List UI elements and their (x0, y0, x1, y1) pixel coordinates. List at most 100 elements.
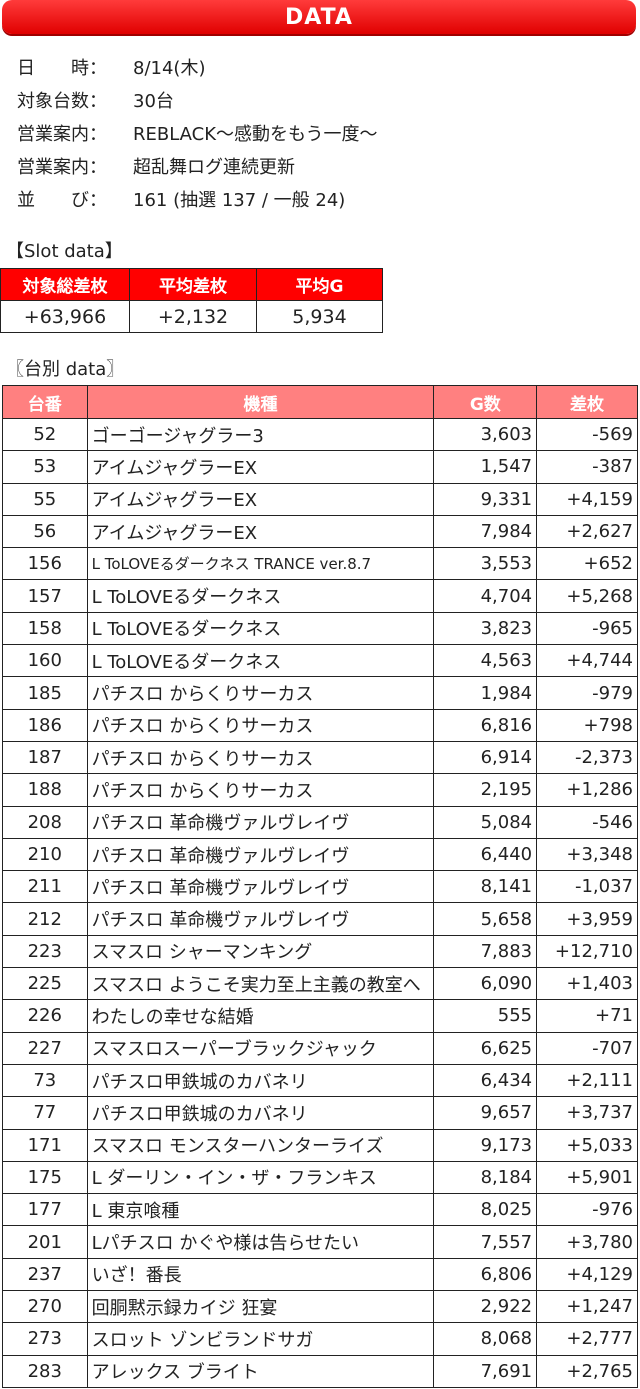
page-title: DATA (285, 4, 353, 30)
games-cell: 3,553 (433, 547, 538, 581)
model-cell: アイムジャグラーEX (86, 482, 435, 516)
model-cell: パチスロ からくりサーカス (86, 740, 435, 775)
diff-cell: +2,777 (536, 1322, 638, 1356)
diff-cell: -1,037 (536, 870, 638, 904)
table-row: 223 スマスロ シャーマンキング 7,883 +12,710 (2, 934, 638, 969)
diff-cell: -979 (536, 676, 638, 710)
info-label: 対象台数： (17, 90, 107, 112)
model-cell: パチスロ甲鉄城のカバネリ (86, 1096, 435, 1130)
diff-cell: -569 (536, 417, 638, 452)
machine-number-cell: 283 (2, 1354, 88, 1388)
table-row: 212 パチスロ 革命機ヴァルヴレイヴ 5,658 +3,959 (2, 902, 638, 936)
avg-games-value: 5,934 (256, 300, 383, 333)
diff-cell: +71 (536, 999, 638, 1033)
model-cell: 回胴黙示録カイジ 狂宴 (86, 1290, 435, 1324)
model-cell: スマスロ モンスターハンターライズ (86, 1128, 435, 1162)
info-label: 並 び： (17, 189, 107, 211)
machine-number-cell: 157 (2, 579, 88, 613)
games-cell: 9,173 (433, 1128, 538, 1162)
machine-number-cell: 53 (2, 450, 88, 484)
table-row: 211 パチスロ 革命機ヴァルヴレイヴ 8,141 -1,037 (2, 870, 638, 904)
page-title-banner: DATA (2, 0, 636, 34)
info-label: 営業案内： (17, 156, 107, 178)
diff-cell: +3,959 (536, 902, 638, 936)
diff-cell: +2,765 (536, 1354, 638, 1388)
info-value: REBLACK〜感動をもう一度〜 (133, 123, 378, 145)
model-cell: わたしの幸せな結婚 (86, 999, 435, 1033)
table-row: 270 回胴黙示録カイジ 狂宴 2,922 +1,247 (2, 1290, 638, 1324)
games-cell: 2,922 (433, 1290, 538, 1324)
table-row: 52 ゴーゴージャグラー3 3,603 -569 (2, 417, 638, 452)
model-cell: パチスロ からくりサーカス (86, 708, 435, 742)
table-row: 53 アイムジャグラーEX 1,547 -387 (2, 450, 638, 484)
model-cell: Lパチスロ かぐや様は告らせたい (86, 1225, 435, 1259)
model-cell: L ToLOVEるダークネス TRANCE ver.8.7 (86, 547, 435, 581)
slot-summary-header-row: 対象総差枚 平均差枚 平均G (0, 268, 383, 301)
table-row: 156 L ToLOVEるダークネス TRANCE ver.8.7 3,553 +65… (2, 547, 638, 581)
unit-data-title: 〖台別 data〗 (6, 359, 125, 380)
diff-cell: +652 (536, 547, 638, 581)
table-row: 186 パチスロ からくりサーカス 6,816 +798 (2, 708, 638, 742)
table-row: 73 パチスロ甲鉄城のカバネリ 6,434 +2,111 (2, 1063, 638, 1098)
table-row: 227 スマスロスーパーブラックジャック 6,625 -707 (2, 1031, 638, 1065)
machine-number-cell: 211 (2, 870, 88, 904)
model-cell: L ダーリン・イン・ザ・フランキス (86, 1160, 435, 1195)
table-row: 237 いざ！番長 6,806 +4,129 (2, 1257, 638, 1292)
diff-cell: +5,033 (536, 1128, 638, 1162)
model-cell: パチスロ 革命機ヴァルヴレイヴ (86, 805, 435, 839)
games-cell: 8,025 (433, 1193, 538, 1227)
diff-cell: +5,268 (536, 579, 638, 613)
machine-number-cell: 73 (2, 1063, 88, 1098)
games-cell: 555 (433, 999, 538, 1033)
model-header: 機種 (86, 385, 435, 419)
diff-cell: +3,737 (536, 1096, 638, 1130)
diff-cell: -965 (536, 611, 638, 646)
diff-cell: +1,403 (536, 967, 638, 1001)
machine-number-cell: 237 (2, 1257, 88, 1292)
machine-number-cell: 188 (2, 773, 88, 807)
model-cell: いざ！番長 (86, 1257, 435, 1292)
diff-cell: -2,373 (536, 740, 638, 775)
model-cell: パチスロ からくりサーカス (86, 773, 435, 807)
model-cell: パチスロ甲鉄城のカバネリ (86, 1063, 435, 1098)
diff-cell: +3,780 (536, 1225, 638, 1259)
model-cell: アイムジャグラーEX (86, 450, 435, 484)
games-cell: 3,823 (433, 611, 538, 646)
games-cell: 4,704 (433, 579, 538, 613)
slot-summary-table: 対象総差枚 平均差枚 平均G +63,966 +2,132 5,934 (0, 268, 383, 333)
info-value: 超乱舞ログ連続更新 (133, 156, 295, 178)
games-header: G数 (433, 385, 538, 419)
table-row: 177 L 東京喰種 8,025 -976 (2, 1193, 638, 1227)
slot-data-title: 【Slot data】 (6, 241, 123, 262)
table-row: 185 パチスロ からくりサーカス 1,984 -979 (2, 676, 638, 710)
diff-cell: +1,286 (536, 773, 638, 807)
diff-cell: +4,129 (536, 1257, 638, 1292)
machine-number-cell: 177 (2, 1193, 88, 1227)
info-value: 161 (抽選 137 / 一般 24) (133, 189, 346, 211)
diff-cell: -707 (536, 1031, 638, 1065)
machine-number-cell: 223 (2, 934, 88, 969)
games-cell: 6,434 (433, 1063, 538, 1098)
table-row: 55 アイムジャグラーEX 9,331 +4,159 (2, 482, 638, 516)
machine-number-cell: 160 (2, 644, 88, 678)
games-cell: 7,557 (433, 1225, 538, 1259)
games-cell: 2,195 (433, 773, 538, 807)
diff-cell: -546 (536, 805, 638, 839)
table-row: 283 アレックス ブライト 7,691 +2,765 (2, 1354, 638, 1388)
diff-cell: +4,744 (536, 644, 638, 678)
info-label: 日 時： (17, 57, 107, 79)
table-row: 56 アイムジャグラーEX 7,984 +2,627 (2, 514, 638, 549)
diff-cell: +798 (536, 708, 638, 742)
diff-cell: -387 (536, 450, 638, 484)
table-row: 273 スロット ゾンビランドサガ 8,068 +2,777 (2, 1322, 638, 1356)
model-cell: パチスロ からくりサーカス (86, 676, 435, 710)
games-cell: 6,625 (433, 1031, 538, 1065)
info-row-guide-2: 営業案内： 超乱舞ログ連続更新 (0, 149, 640, 182)
model-cell: ゴーゴージャグラー3 (86, 417, 435, 452)
model-cell: パチスロ 革命機ヴァルヴレイヴ (86, 870, 435, 904)
machine-number-cell: 225 (2, 967, 88, 1001)
machine-number-cell: 212 (2, 902, 88, 936)
info-label: 営業案内： (17, 123, 107, 145)
machine-number-cell: 273 (2, 1322, 88, 1356)
table-row: 210 パチスロ 革命機ヴァルヴレイヴ 6,440 +3,348 (2, 837, 638, 872)
